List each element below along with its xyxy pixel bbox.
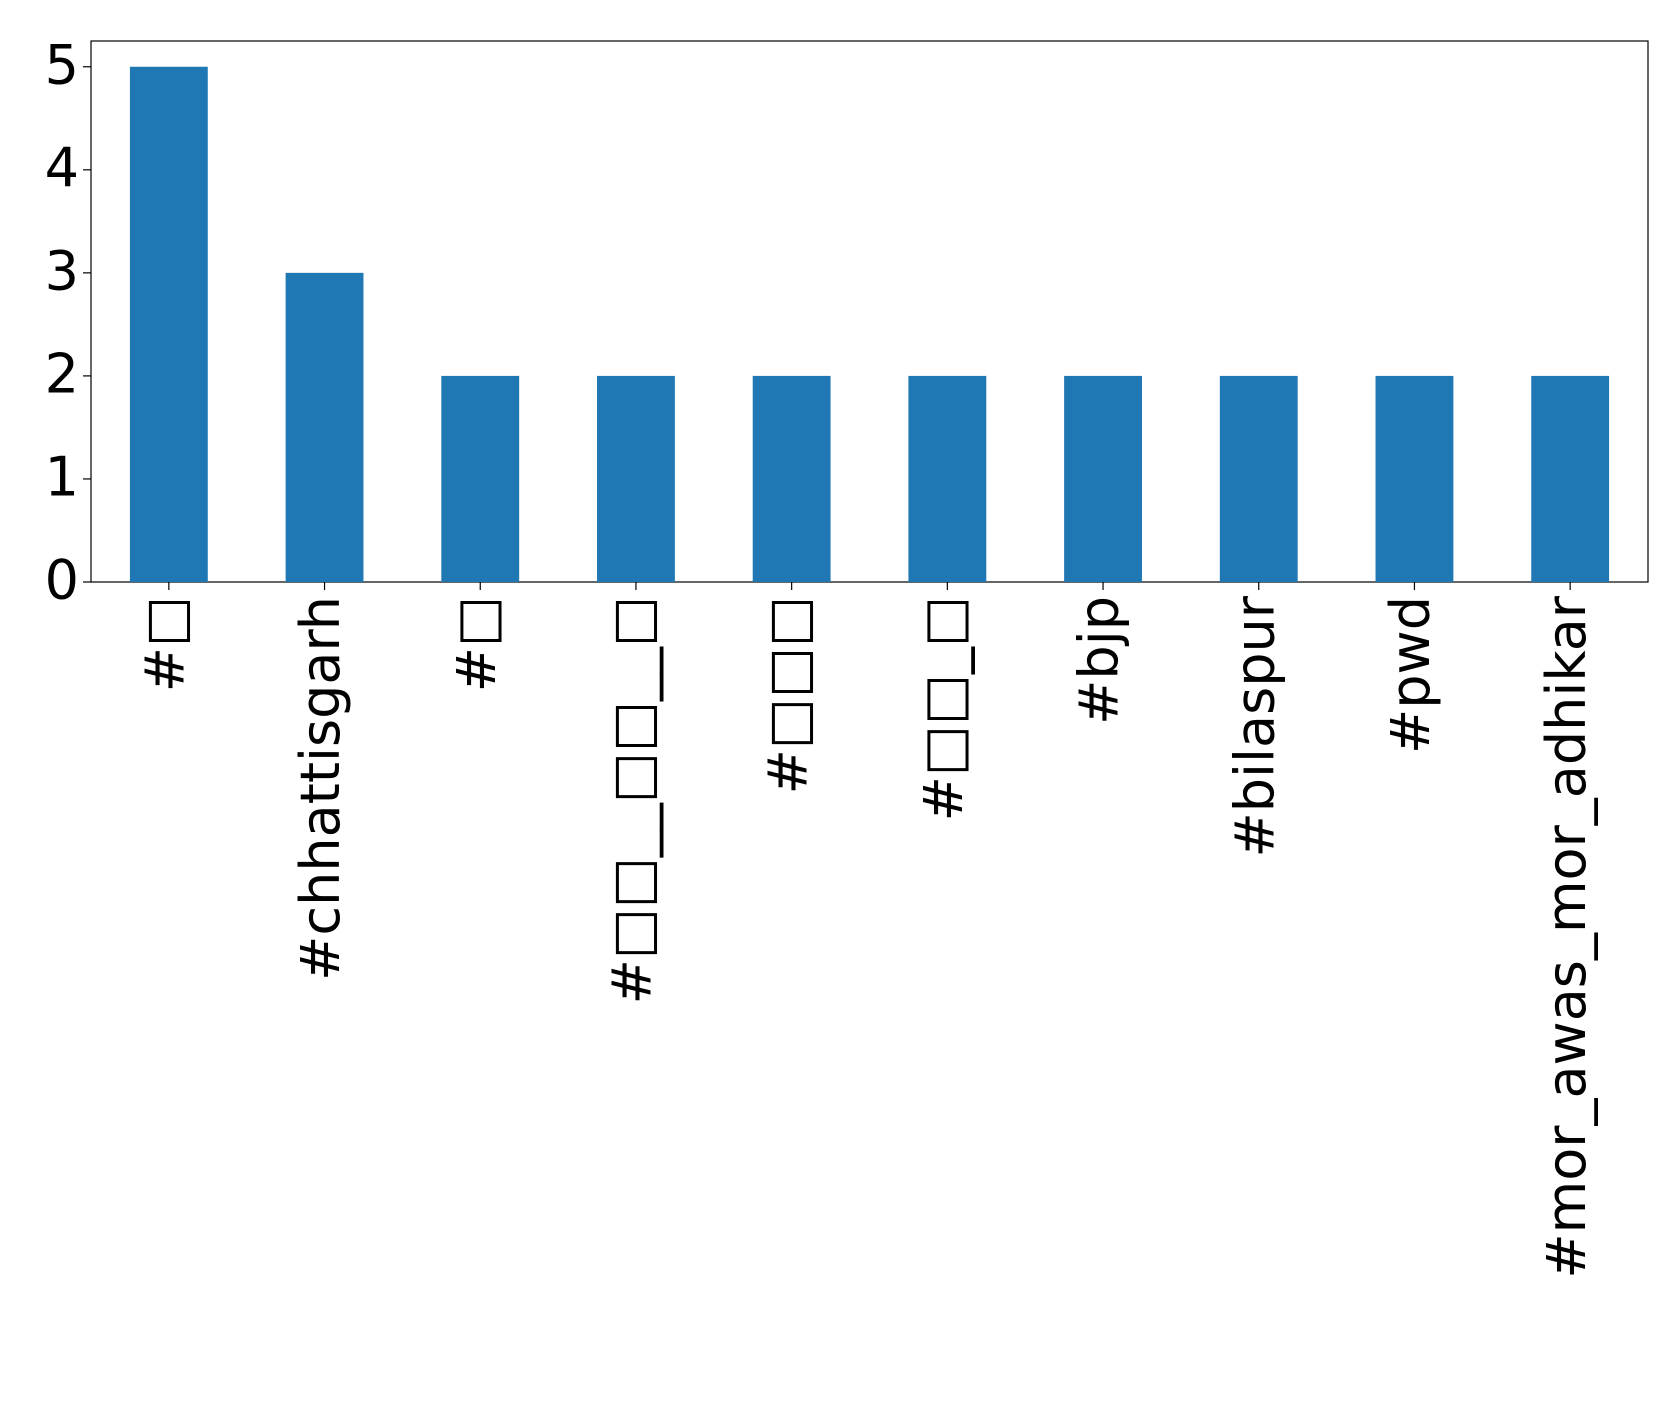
x-tick-label: #bilaspur [1223,595,1286,857]
axes-frame [90,40,1649,583]
x-tick-label: #□□_□ [912,596,975,821]
bar [1064,375,1142,582]
x-tick-label: #□□□ [756,596,819,794]
bar [752,375,831,582]
bar [441,375,520,582]
y-tick-label: 5 [45,33,79,96]
y-tick-label: 4 [45,136,79,199]
bar [129,66,208,582]
y-tick-label: 2 [45,343,79,406]
bar [1375,375,1454,582]
x-tick-label: #□ [445,596,508,692]
x-tick-label: #bjp [1068,596,1131,725]
x-tick-label: #pwd [1379,596,1442,754]
x-tick-label: #□ [133,596,196,692]
y-tick-label: 1 [45,446,79,509]
bar [1531,375,1610,582]
y-tick-label: 0 [45,549,79,612]
bar [597,375,675,582]
bar [285,272,364,582]
x-tick-label: #chhattisgarh [289,596,352,981]
x-tick-label: #mor_awas_mor_adhikar [1535,595,1598,1278]
bar [1219,375,1298,582]
x-tick-label: #□□__□□__□ [601,596,664,1004]
bar [908,375,987,582]
y-tick-label: 3 [45,239,79,302]
